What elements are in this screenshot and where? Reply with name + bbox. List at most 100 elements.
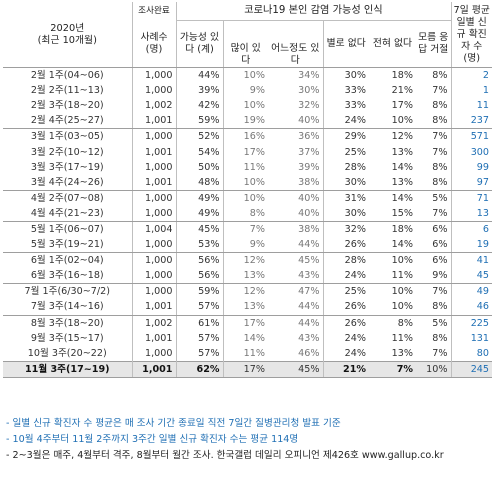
period-cell: 10월 3주(20~22) xyxy=(3,345,133,362)
very-cell: 12% xyxy=(243,255,265,267)
not-much-cell: 30% xyxy=(344,70,366,82)
new-cases-cell: 237 xyxy=(450,113,492,130)
none-cell: 18% xyxy=(391,70,413,82)
dk-cell: 8% xyxy=(432,100,448,112)
sample-cell: 1,000 xyxy=(132,345,177,362)
table-row: 2월 4주(25~27) 1,001 59% 19% 40% 24% 10% 8% 237 xyxy=(3,113,492,130)
table-row: 2월 3주(18~20) 1,002 42% 10% 32% 33% 17% 8% 11 xyxy=(3,98,492,114)
period-cell: 4월 2주(07~08) xyxy=(3,190,133,206)
not-much-cell: 30% xyxy=(323,174,369,191)
not-much-cell: 25% xyxy=(344,146,366,158)
period-cell: 3월 1주(03~05) xyxy=(3,128,133,145)
note-survey-schedule: - 2~3월은 매주, 4월부터 격주, 8월부터 월간 조사. 한국갤럽 데일… xyxy=(6,450,444,461)
table-row: 7월 1주(6/30~7/2) 1,000 59% 12% 47% 25% 10% 7% 49 xyxy=(3,283,492,300)
new-cases-cell: 571 xyxy=(450,128,492,145)
very-header: 많이 있다 xyxy=(223,43,268,68)
not-much-cell: 24% xyxy=(323,113,369,130)
new-cases-cell: 11 xyxy=(450,98,492,114)
very-cell: 13% xyxy=(223,299,268,316)
not-much-cell: 33% xyxy=(344,85,366,97)
none-cell: 14% xyxy=(369,237,416,254)
sample-cell: 1,002 xyxy=(132,315,177,331)
sample-cell: 1,001 xyxy=(132,113,177,130)
possible-cell: 44% xyxy=(176,67,224,84)
very-cell: 10% xyxy=(223,174,268,191)
somewhat-cell: 30% xyxy=(268,83,324,99)
somewhat-cell: 43% xyxy=(268,268,324,285)
somewhat-cell: 32% xyxy=(268,98,324,114)
sample-header-unit: (명) xyxy=(145,43,163,55)
note-recent-average: - 10월 4주부터 11월 2주까지 3주간 일별 신규 확진자 수는 평균 … xyxy=(6,434,299,445)
sample-cell: 1,000 xyxy=(132,268,177,285)
dk-cell: 8% xyxy=(432,332,448,344)
dk-cell: 5% xyxy=(432,192,448,204)
none-cell: 14% xyxy=(391,192,413,204)
none-cell: 7% xyxy=(369,360,416,378)
table-row: 3월 3주(17~19) 1,000 50% 11% 39% 28% 14% 8% 99 xyxy=(3,159,492,175)
possible-cell: 62% xyxy=(176,360,224,378)
none-cell: 13% xyxy=(369,174,416,191)
dk-cell: 8% xyxy=(416,174,451,191)
possible-cell: 49% xyxy=(176,205,224,222)
table-row: 11월 3주(17~19) 1,001 62% 17% 45% 21% 7% 10% 245 xyxy=(3,360,492,378)
not-much-cell: 24% xyxy=(344,332,366,344)
none-cell: 17% xyxy=(391,100,413,112)
period-cell: 9월 3주(15~17) xyxy=(3,330,133,346)
dk-cell: 10% xyxy=(416,360,451,378)
sample-cell: 1,002 xyxy=(132,98,177,114)
dk-cell: 7% xyxy=(432,131,448,143)
none-cell: 11% xyxy=(369,268,416,285)
dk-cell: 9% xyxy=(416,268,451,285)
possible-sub-spacer xyxy=(223,21,268,44)
sample-cell: 1,000 xyxy=(132,237,177,254)
sample-cell: 1,000 xyxy=(132,159,177,175)
notes: - 일별 신규 확진자 수 평균은 매 조사 기간 종료일 직전 7일간 질병관… xyxy=(6,416,444,464)
new-cases-cell: 97 xyxy=(450,174,492,191)
dk-cell: 6% xyxy=(416,237,451,254)
very-cell: 10% xyxy=(243,192,265,204)
period-cell: 5월 1주(06~07) xyxy=(3,221,133,238)
table-row: 9월 3주(15~17) 1,001 57% 14% 43% 24% 11% 8% 131 xyxy=(3,330,492,346)
new-cases-cell: 71 xyxy=(450,190,492,206)
sample-cell: 1,001 xyxy=(132,330,177,346)
possible-cell: 48% xyxy=(176,174,224,191)
period-cell: 4월 4주(21~23) xyxy=(3,205,133,222)
dk-cell: 7% xyxy=(432,85,448,97)
possible-cell: 57% xyxy=(176,330,224,346)
table-row: 3월 2주(10~12) 1,001 54% 17% 37% 25% 13% 7% 300 xyxy=(3,144,492,160)
table-row: 5월 3주(19~21) 1,000 53% 9% 44% 26% 14% 6% 19 xyxy=(3,237,492,254)
somewhat-cell: 34% xyxy=(268,67,324,84)
somewhat-cell: 40% xyxy=(268,190,324,206)
sample-cell: 1,004 xyxy=(132,221,177,238)
sample-cell: 1,000 xyxy=(132,67,177,84)
not-much-cell: 26% xyxy=(344,317,366,329)
possible-sub-spacer-2 xyxy=(268,20,324,43)
none-cell: 13% xyxy=(391,347,413,359)
somewhat-cell: 40% xyxy=(268,113,324,130)
new-cases-cell: 225 xyxy=(450,315,492,331)
possible-cell: 42% xyxy=(176,98,224,114)
somewhat-cell: 44% xyxy=(268,315,324,331)
very-cell: 11% xyxy=(243,347,265,359)
period-cell: 3월 2주(10~12) xyxy=(3,144,133,160)
new-cases-cell: 80 xyxy=(450,345,492,362)
very-cell: 8% xyxy=(223,205,268,222)
table-row: 6월 1주(02~04) 1,000 56% 12% 45% 28% 10% 6% 41 xyxy=(3,252,492,269)
new-cases-cell: 6 xyxy=(450,221,492,238)
period-cell: 6월 3주(16~18) xyxy=(3,268,133,285)
dk-cell: 7% xyxy=(432,347,448,359)
somewhat-cell: 45% xyxy=(268,252,324,269)
somewhat-cell: 39% xyxy=(268,159,324,175)
possible-cell: 57% xyxy=(176,345,224,362)
none-cell: 21% xyxy=(391,85,413,97)
somewhat-cell: 44% xyxy=(268,299,324,316)
period-cell: 8월 3주(18~20) xyxy=(3,315,133,331)
possible-cell: 49% xyxy=(176,190,224,206)
table-row: 3월 4주(24~26) 1,001 48% 10% 38% 30% 13% 8% 97 xyxy=(3,174,492,191)
none-cell: 11% xyxy=(391,332,413,344)
dk-cell: 8% xyxy=(416,299,451,316)
dk-cell: 8% xyxy=(432,70,448,82)
possible-cell: 53% xyxy=(176,237,224,254)
possible-cell: 39% xyxy=(176,83,224,99)
